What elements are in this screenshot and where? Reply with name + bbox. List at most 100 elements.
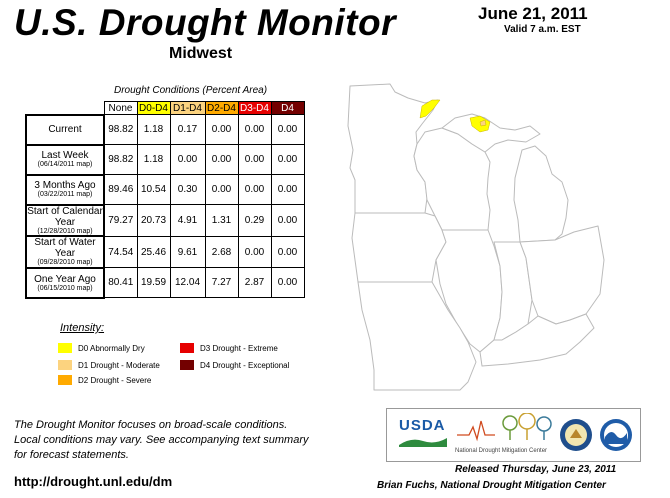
ndmc-logo: National Drought Mitigation Center: [455, 412, 555, 457]
state-michigan-lp: [513, 145, 569, 243]
legend-item-d1: D1 Drought - Moderate: [58, 360, 160, 370]
row-label: Start of Water Year (09/28/2010 map): [25, 235, 105, 269]
state-michigan-up: [441, 113, 541, 153]
row-label: One Year Ago (06/15/2010 map): [25, 266, 105, 299]
footer-note-line: Local conditions may vary. See accompany…: [14, 434, 309, 446]
legend-swatch: [180, 343, 194, 353]
cell-value: 0.00: [237, 235, 272, 269]
cell-value: 0.00: [237, 114, 272, 145]
cell-value: 4.91: [169, 204, 206, 237]
cell-value: 98.82: [103, 114, 138, 145]
page-title: U.S. Drought Monitor: [14, 2, 396, 43]
cell-value: 0.00: [204, 144, 239, 175]
row-label-main: Last Week: [41, 150, 89, 162]
drought-area-d0-lake-superior-shore: [419, 99, 441, 119]
cell-value: 0.00: [204, 174, 239, 205]
legend-item-d3: D3 Drought - Extreme: [180, 343, 278, 353]
cell-value: 10.54: [136, 174, 171, 205]
column-header-d1-d4: D1-D4: [169, 101, 206, 115]
cell-value: 25.46: [136, 235, 171, 269]
cell-value: 1.31: [204, 204, 239, 237]
row-label: Start of Calendar Year (12/28/2010 map): [25, 203, 105, 238]
table-caption: Drought Conditions (Percent Area): [114, 85, 268, 96]
cell-value: 79.27: [103, 204, 138, 237]
partner-logos: USDA National Drought Mitigation Center: [386, 408, 641, 462]
usda-logo: USDA: [399, 417, 447, 451]
legend-label: D4 Drought - Exceptional: [200, 360, 290, 370]
legend-item-d2: D2 Drought - Severe: [58, 375, 151, 385]
valid-time: Valid 7 a.m. EST: [504, 24, 581, 35]
row-label-date: (06/15/2010 map): [37, 284, 93, 292]
legend-label: D2 Drought - Severe: [78, 375, 152, 385]
cell-value: 0.29: [237, 204, 272, 237]
noaa-logo-icon: [600, 419, 632, 451]
row-label-date: (06/14/2011 map): [37, 161, 93, 169]
row-label-date: (03/22/2011 map): [37, 191, 93, 199]
cell-value: 0.00: [270, 204, 305, 237]
midwest-map: [347, 83, 605, 391]
region-name: Midwest: [169, 45, 233, 62]
legend-swatch: [58, 375, 72, 385]
row-label: Last Week (06/14/2011 map): [25, 143, 105, 176]
legend-label: D1 Drought - Moderate: [78, 360, 160, 370]
legend-label: D3 Drought - Extreme: [200, 343, 278, 353]
drought-area-d1: [479, 119, 487, 127]
cell-value: 89.46: [103, 174, 138, 205]
cell-value: 12.04: [169, 267, 206, 299]
row-label-main: One Year Ago: [34, 273, 96, 285]
row-label-date: (12/28/2010 map): [37, 227, 93, 235]
cell-value: 0.00: [204, 114, 239, 145]
cell-value: 19.59: [136, 267, 171, 299]
legend-title: Intensity:: [60, 322, 105, 334]
website-url[interactable]: http://drought.unl.edu/dm: [14, 474, 173, 489]
cell-value: 0.00: [270, 114, 305, 145]
footer-note-line: The Drought Monitor focuses on broad-sca…: [14, 419, 288, 431]
ndmc-logo-text: National Drought Mitigation Center: [455, 448, 548, 454]
table-row: One Year Ago (06/15/2010 map) 80.41 19.5…: [25, 266, 305, 299]
usda-hill-icon: [399, 438, 447, 447]
cell-value: 0.30: [169, 174, 206, 205]
column-header-d4: D4: [270, 101, 305, 115]
cell-value: 0.00: [270, 267, 305, 299]
cell-value: 0.00: [237, 144, 272, 175]
footer-note: The Drought Monitor focuses on broad-sca…: [14, 418, 354, 463]
usda-logo-text: USDA: [399, 417, 446, 434]
row-label-date: (09/28/2010 map): [37, 259, 93, 267]
cell-value: 0.00: [237, 174, 272, 205]
row-label-main: Start of Calendar Year: [27, 205, 103, 228]
table-row: Last Week (06/14/2011 map) 98.82 1.18 0.…: [25, 143, 305, 176]
drought-conditions-table: None D0-D4 D1-D4 D2-D4 D3-D4 D4 Current …: [25, 101, 305, 299]
column-header-d2-d4: D2-D4: [204, 101, 239, 115]
legend-swatch: [58, 360, 72, 370]
cell-value: 1.18: [136, 114, 171, 145]
cell-value: 9.61: [169, 235, 206, 269]
cell-value: 0.00: [270, 174, 305, 205]
legend-label: D0 Abnormally Dry: [78, 343, 145, 353]
legend-swatch: [180, 360, 194, 370]
cell-value: 1.18: [136, 144, 171, 175]
cell-value: 0.00: [270, 144, 305, 175]
legend-item-d4: D4 Drought - Exceptional: [180, 360, 289, 370]
cell-value: 0.17: [169, 114, 206, 145]
table-row: Start of Calendar Year (12/28/2010 map) …: [25, 203, 305, 238]
cell-value: 74.54: [103, 235, 138, 269]
cell-value: 0.00: [270, 235, 305, 269]
commerce-seal-icon: [560, 419, 592, 451]
table-row: 3 Months Ago (03/22/2011 map) 89.46 10.5…: [25, 173, 305, 206]
map-date: June 21, 2011: [478, 4, 588, 23]
cell-value: 2.68: [204, 235, 239, 269]
table-row: Current 98.82 1.18 0.17 0.00 0.00 0.00: [25, 113, 305, 146]
legend-swatch: [58, 343, 72, 353]
state-missouri: [357, 281, 477, 391]
row-label-main: Start of Water Year: [34, 237, 96, 260]
column-header-d0-d4: D0-D4: [136, 101, 171, 115]
cell-value: 20.73: [136, 204, 171, 237]
column-header-d3-d4: D3-D4: [237, 101, 272, 115]
cell-value: 7.27: [204, 267, 239, 299]
legend-item-d0: D0 Abnormally Dry: [58, 343, 145, 353]
state-iowa: [351, 212, 447, 283]
table-row: Start of Water Year (09/28/2010 map) 74.…: [25, 235, 305, 269]
cell-value: 0.00: [169, 144, 206, 175]
row-label: 3 Months Ago (03/22/2011 map): [25, 173, 105, 206]
row-label-main: 3 Months Ago: [34, 180, 96, 192]
